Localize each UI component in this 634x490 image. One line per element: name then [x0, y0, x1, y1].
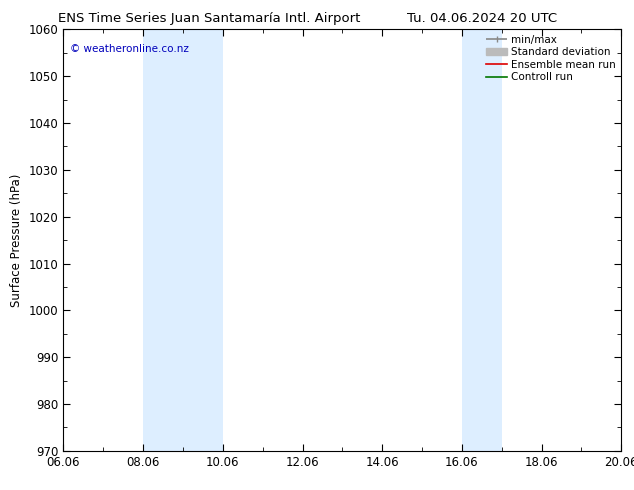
Y-axis label: Surface Pressure (hPa): Surface Pressure (hPa) — [10, 173, 23, 307]
Text: © weatheronline.co.nz: © weatheronline.co.nz — [70, 44, 189, 54]
Legend: min/max, Standard deviation, Ensemble mean run, Controll run: min/max, Standard deviation, Ensemble me… — [484, 32, 618, 84]
Text: Tu. 04.06.2024 20 UTC: Tu. 04.06.2024 20 UTC — [407, 12, 557, 25]
Text: ENS Time Series Juan Santamaría Intl. Airport: ENS Time Series Juan Santamaría Intl. Ai… — [58, 12, 360, 25]
Bar — [143, 29, 223, 451]
Bar — [462, 29, 501, 451]
